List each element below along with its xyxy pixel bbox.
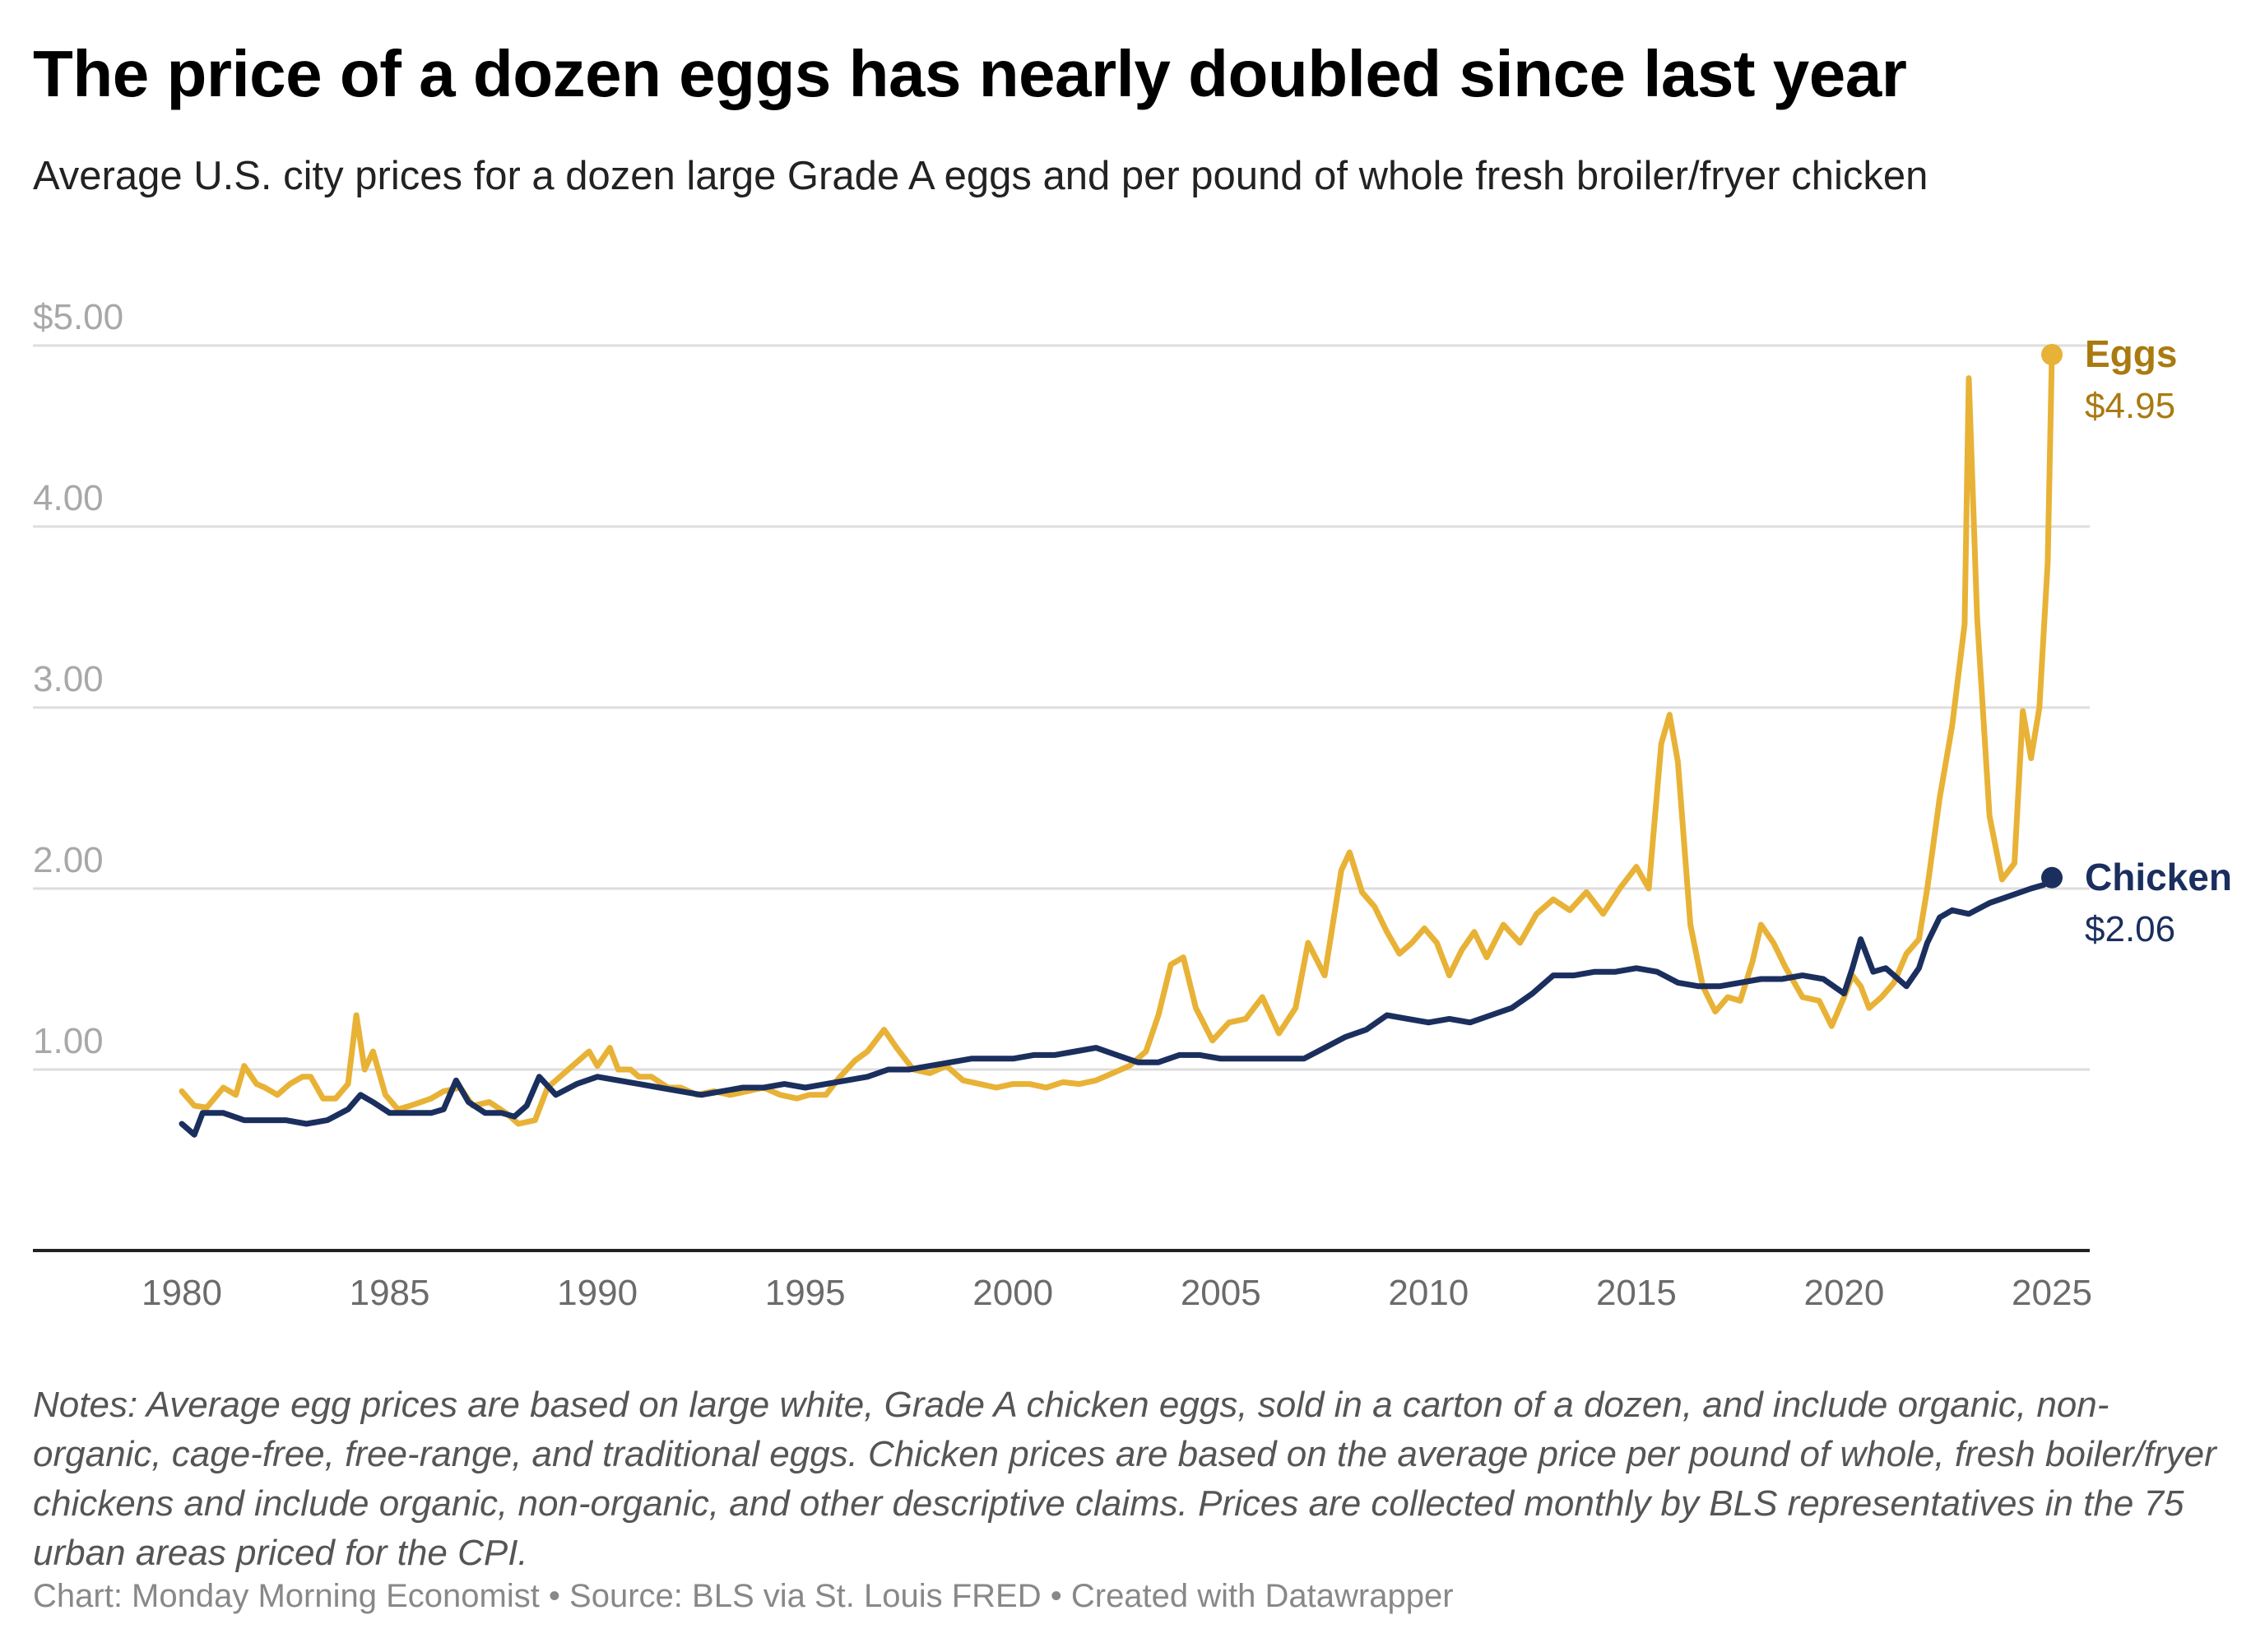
x-tick-label: 1990 xyxy=(557,1273,638,1313)
series-value-label-eggs: $4.95 xyxy=(2085,386,2175,426)
chart-notes: Notes: Average egg prices are based on l… xyxy=(33,1385,2216,1573)
x-tick-label: 2000 xyxy=(972,1273,1053,1313)
series-end-point-eggs xyxy=(2041,344,2063,365)
chart-subtitle: Average U.S. city prices for a dozen lar… xyxy=(33,154,1928,198)
x-tick-label: 1985 xyxy=(350,1273,430,1313)
chart-title: The price of a dozen eggs has nearly dou… xyxy=(33,37,1907,110)
series-line-eggs xyxy=(179,351,2055,1127)
x-tick-label: 2015 xyxy=(1596,1273,1677,1313)
x-tick-label: 2020 xyxy=(1803,1273,1884,1313)
line-chart: $5.00 4.00 3.00 2.00 1.00 1980 1985 1990 1995 200… xyxy=(33,297,2232,1313)
chart-credits: Chart: Monday Morning Economist • Source… xyxy=(33,1578,1454,1614)
series-label-chicken: Chicken xyxy=(2085,856,2232,898)
series-value-label-chicken: $2.06 xyxy=(2085,909,2175,949)
x-tick-label: 1995 xyxy=(765,1273,846,1313)
x-tick-label: 1980 xyxy=(142,1273,222,1313)
x-tick-label: 2005 xyxy=(1181,1273,1261,1313)
series-end-point-chicken xyxy=(2041,866,2063,889)
series-line-chicken xyxy=(179,875,2055,1138)
x-tick-label: 2025 xyxy=(2012,1273,2092,1313)
series-label-eggs: Eggs xyxy=(2085,332,2177,375)
y-tick-label: 4.00 xyxy=(33,478,104,518)
y-tick-label: 3.00 xyxy=(33,659,104,699)
x-tick-label: 2010 xyxy=(1388,1273,1469,1313)
y-tick-label: 1.00 xyxy=(33,1021,104,1061)
y-tick-label: $5.00 xyxy=(33,297,123,337)
y-tick-label: 2.00 xyxy=(33,840,104,880)
